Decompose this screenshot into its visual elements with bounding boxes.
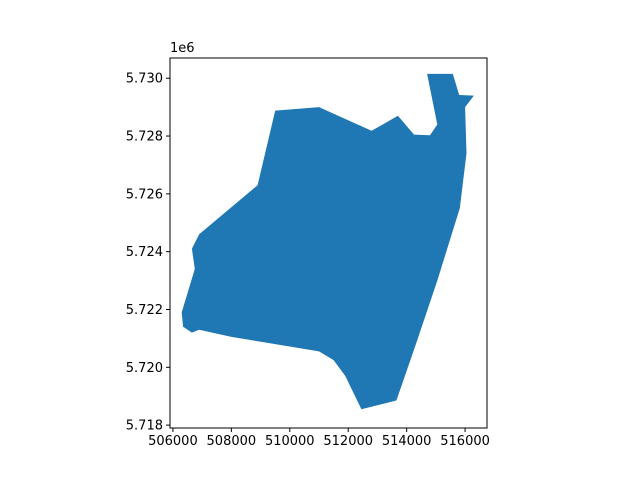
- y-tick-label: 5.728: [126, 130, 163, 145]
- x-tick-label: 512000: [323, 434, 373, 449]
- x-tick-label: 506000: [148, 434, 198, 449]
- region-polygon: [181, 73, 474, 410]
- axes-frame: [169, 57, 488, 429]
- x-tick-label: 510000: [265, 434, 315, 449]
- x-tick-label: 514000: [382, 434, 432, 449]
- y-tick-label: 5.730: [126, 72, 163, 87]
- x-tick-label: 516000: [440, 434, 490, 449]
- y-tick-label: 5.720: [126, 361, 163, 376]
- x-axis: 506000 508000 510000 512000 514000 516000: [148, 428, 490, 449]
- y-axis: 5.718 5.720 5.722 5.724 5.726 5.728 5.730: [126, 72, 170, 434]
- y-tick-label: 5.722: [126, 303, 163, 318]
- y-tick-label: 5.718: [126, 419, 163, 434]
- y-tick-label: 5.726: [126, 187, 163, 202]
- y-tick-label: 5.724: [126, 245, 163, 260]
- y-axis-offset-label: 1e6: [170, 41, 195, 56]
- x-tick-label: 508000: [207, 434, 257, 449]
- plot-area: [169, 57, 488, 429]
